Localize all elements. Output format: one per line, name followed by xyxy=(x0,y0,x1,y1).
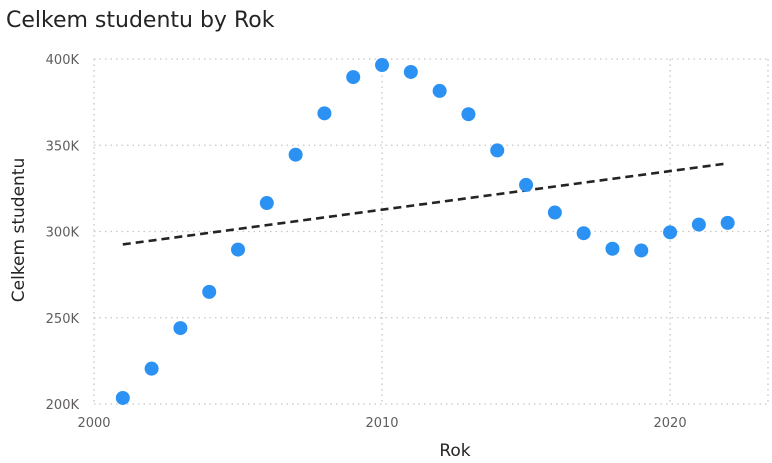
data-point xyxy=(519,177,534,192)
data-point xyxy=(432,83,447,98)
data-point xyxy=(663,225,678,240)
data-point xyxy=(403,64,418,79)
y-tick-label: 400K xyxy=(46,53,80,68)
y-axis-ticks: 200K 250K 300K 350K 400K xyxy=(46,53,80,413)
data-point xyxy=(173,321,188,336)
x-tick-label: 2020 xyxy=(654,416,687,431)
data-point xyxy=(720,215,735,230)
data-point xyxy=(231,242,246,257)
trend-line xyxy=(122,162,728,246)
data-point xyxy=(115,390,130,405)
data-point xyxy=(288,147,303,162)
data-point xyxy=(461,107,476,122)
x-tick-label: 2010 xyxy=(365,416,398,431)
y-tick-label: 350K xyxy=(46,139,80,154)
chart-title: Celkem studentu by Rok xyxy=(6,8,275,33)
y-tick-label: 200K xyxy=(46,398,80,413)
data-point xyxy=(634,243,649,258)
y-axis-title: Celkem studentu xyxy=(9,158,29,302)
data-point xyxy=(259,196,274,211)
y-tick-label: 250K xyxy=(46,312,80,327)
data-point xyxy=(547,205,562,220)
data-point xyxy=(202,284,217,299)
grid-lines xyxy=(93,58,769,405)
data-point xyxy=(605,241,620,256)
data-point xyxy=(317,106,332,121)
data-point xyxy=(691,217,706,232)
data-point xyxy=(346,70,361,85)
x-tick-label: 2000 xyxy=(77,416,110,431)
trend-line-group xyxy=(122,162,728,246)
data-point xyxy=(490,143,505,158)
data-point xyxy=(144,361,159,376)
data-point xyxy=(576,226,591,241)
data-points xyxy=(115,58,735,405)
y-tick-label: 300K xyxy=(46,226,80,241)
data-point xyxy=(375,58,390,73)
x-axis-ticks: 2000 2010 2020 xyxy=(77,416,686,431)
x-axis-title: Rok xyxy=(439,441,470,461)
